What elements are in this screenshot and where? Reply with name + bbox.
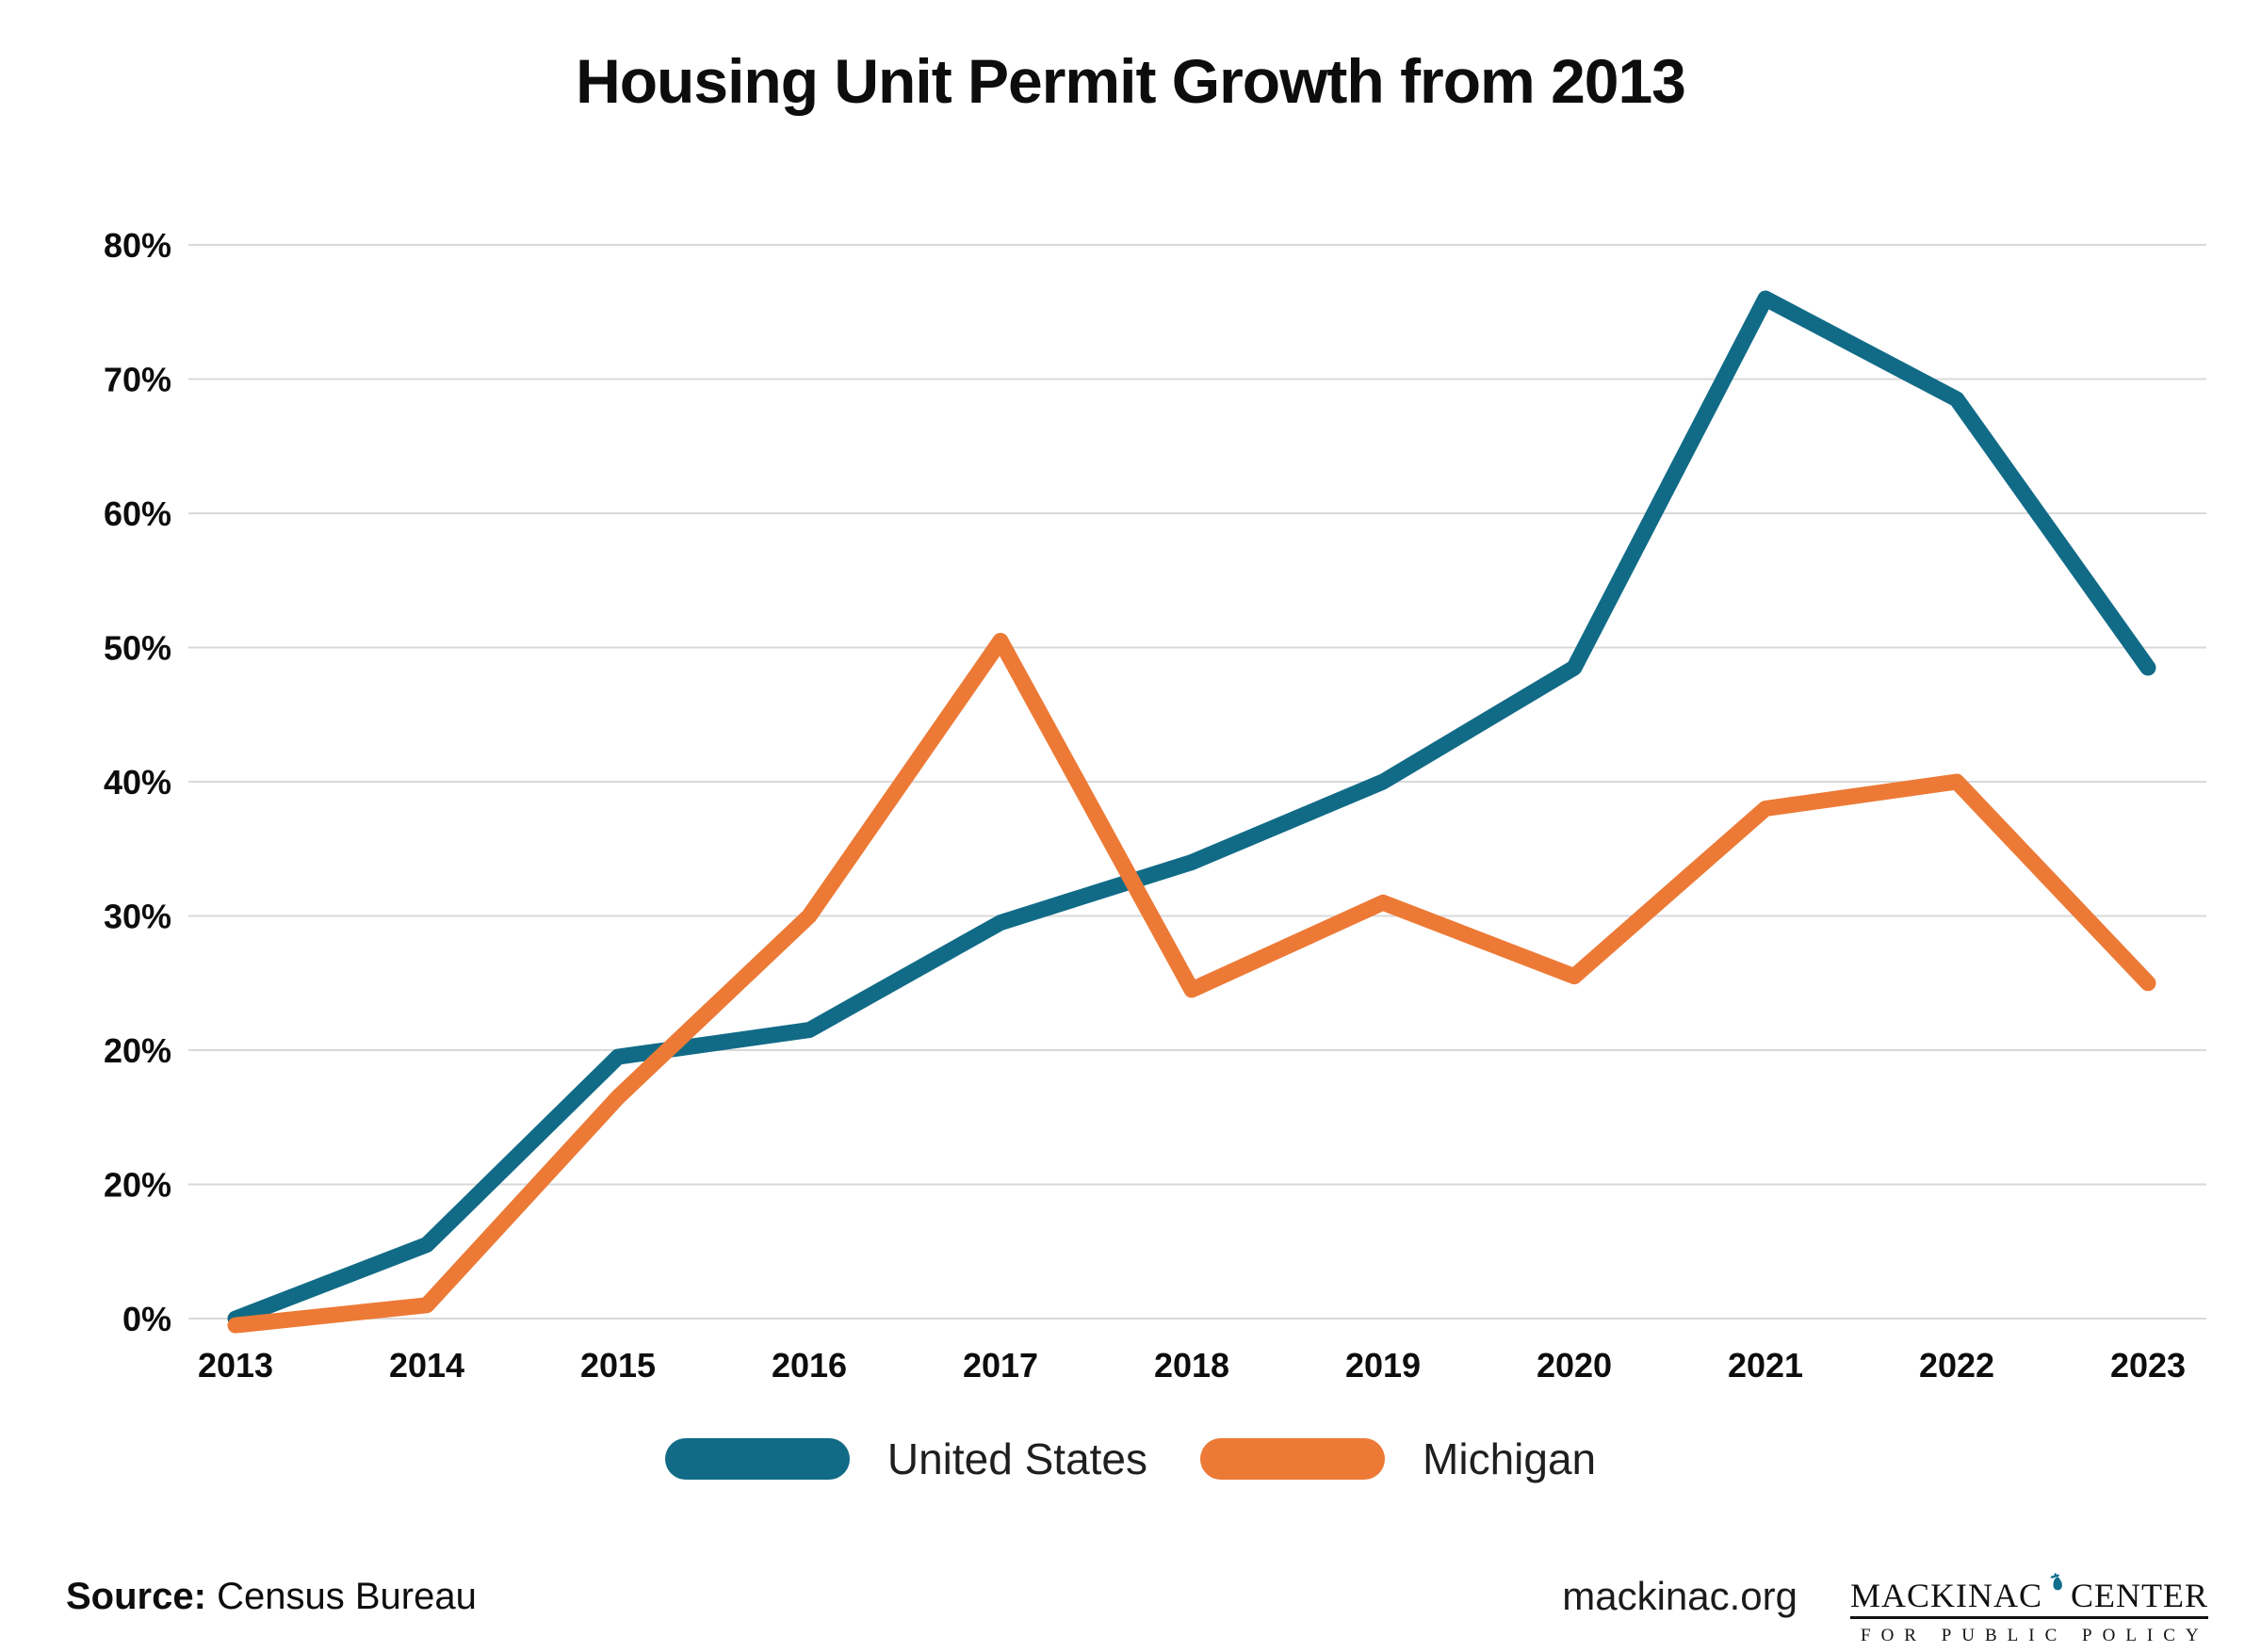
- x-axis-tick-label: 2014: [389, 1346, 464, 1385]
- united-states-swatch: [664, 1438, 850, 1480]
- michigan-swatch: [1200, 1438, 1386, 1480]
- united-states-line: [227, 290, 2156, 1327]
- legend-item-united-states: United States: [664, 1433, 1148, 1484]
- legend-label-michigan: Michigan: [1423, 1434, 1597, 1483]
- x-axis-tick-label: 2016: [772, 1346, 847, 1385]
- x-axis-tick-label: 2020: [1537, 1346, 1612, 1385]
- y-axis-tick-label: 30%: [104, 898, 171, 936]
- y-axis-tick-label: 50%: [104, 629, 171, 668]
- x-axis-tick-label: 2021: [1728, 1346, 1803, 1385]
- source-value: Census Bureau: [217, 1575, 477, 1617]
- y-axis-tick-label: 20%: [104, 1166, 171, 1205]
- legend-item-michigan: Michigan: [1200, 1433, 1596, 1484]
- y-axis-tick-label: 0%: [122, 1300, 171, 1338]
- footer: Source: Census Bureau mackinac.org MACKIN…: [0, 1541, 2261, 1652]
- y-axis-tick-label: 80%: [104, 226, 171, 265]
- logo-rule: [1850, 1616, 2208, 1619]
- logo-name-row: MACKINAC CENTER: [1850, 1547, 2208, 1612]
- x-axis-tick-label: 2018: [1154, 1346, 1229, 1385]
- michigan-line: [227, 632, 2156, 1334]
- y-axis-tick-label: 40%: [104, 763, 171, 802]
- logo-name-right: CENTER: [2071, 1577, 2208, 1614]
- x-axis-tick-label: 2015: [580, 1346, 656, 1385]
- michigan-state-icon: [2050, 1572, 2062, 1591]
- y-axis-tick-label: 70%: [104, 361, 171, 399]
- footer-right: mackinac.org MACKINAC CENTER FOR PUBLIC …: [1562, 1547, 2208, 1646]
- x-axis-tick-label: 2013: [198, 1346, 273, 1385]
- x-axis-tick-label: 2019: [1345, 1346, 1421, 1385]
- logo-tagline: FOR PUBLIC POLICY: [1861, 1626, 2209, 1645]
- source-label: Source:: [66, 1575, 206, 1617]
- x-axis-tick-label: 2017: [963, 1346, 1038, 1385]
- y-axis-tick-label: 60%: [104, 494, 171, 533]
- source-note: Source: Census Bureau: [66, 1576, 477, 1618]
- x-axis-tick-label: 2022: [1919, 1346, 1994, 1385]
- mackinac-center-logo: MACKINAC CENTER FOR PUBLIC POLICY: [1850, 1547, 2208, 1646]
- chart-legend: United States Michigan: [0, 1433, 2261, 1484]
- legend-label-united-states: United States: [887, 1434, 1148, 1483]
- chart-title: Housing Unit Permit Growth from 2013: [576, 46, 1686, 116]
- y-axis-tick-label: 20%: [104, 1031, 171, 1070]
- logo-name-left: MACKINAC: [1850, 1577, 2043, 1614]
- x-axis-tick-label: 2023: [2110, 1346, 2186, 1385]
- website-link[interactable]: mackinac.org: [1562, 1574, 1797, 1618]
